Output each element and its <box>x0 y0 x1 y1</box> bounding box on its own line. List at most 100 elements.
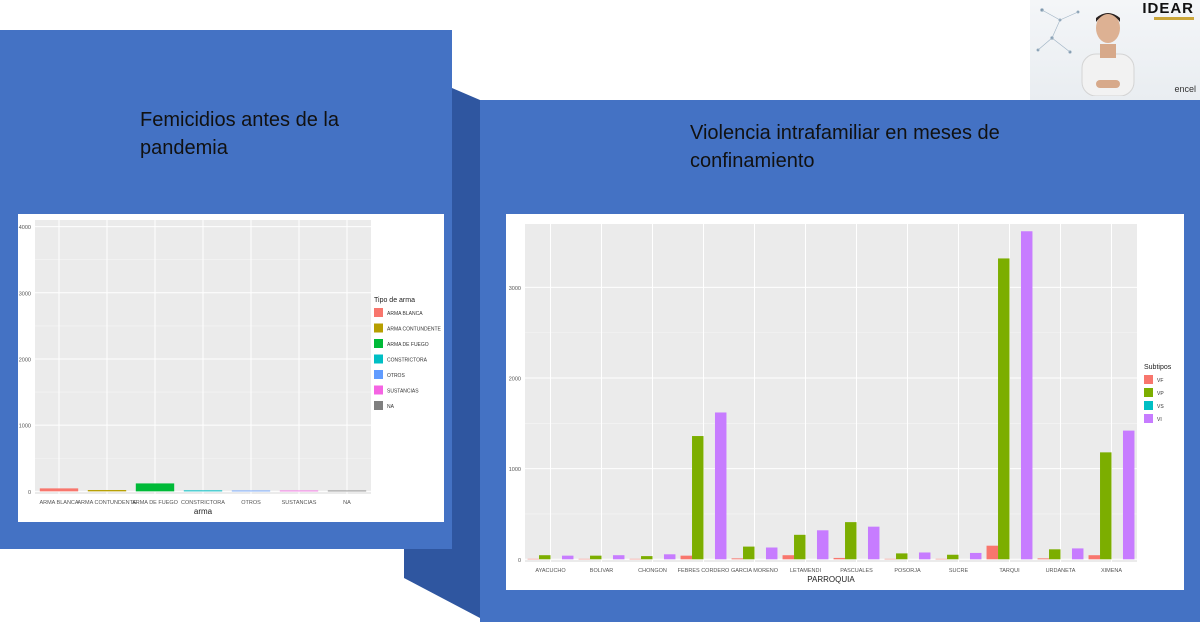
bar <box>87 490 127 492</box>
bar-vp <box>692 436 704 560</box>
bar-vi <box>867 526 880 560</box>
legend-key <box>374 370 383 379</box>
bar-vi <box>612 555 625 560</box>
x-tick-label: ARMA CONTUNDENTE <box>77 500 137 506</box>
legend-key <box>374 354 383 364</box>
legend-label: ARMA BLANCA <box>387 311 423 317</box>
y-tick-label: 0 <box>28 490 31 496</box>
webcam-overlay: IDEAR encel <box>1030 0 1200 100</box>
bar <box>183 490 223 492</box>
legend-key <box>374 323 383 333</box>
bar-vp <box>641 556 653 560</box>
legend-key <box>374 385 383 395</box>
bar <box>231 490 271 492</box>
x-tick-label: ARMA DE FUEGO <box>132 500 179 506</box>
y-tick-label: 4000 <box>19 225 31 231</box>
legend-key <box>1144 401 1153 410</box>
bar-vi <box>1071 548 1084 560</box>
x-tick-label: XIMENA <box>1101 568 1122 574</box>
bar-vf <box>731 558 744 560</box>
bar-vp <box>1049 549 1061 560</box>
bar-vf <box>986 545 999 560</box>
x-tick-label: CHONGON <box>638 568 667 574</box>
bar-vi <box>765 547 778 560</box>
bar-vp <box>1100 452 1112 560</box>
plot-panel <box>525 224 1137 562</box>
y-tick-label: 3000 <box>509 286 521 292</box>
logo-underline <box>1154 17 1194 20</box>
legend-label: NA <box>387 404 395 410</box>
legend-key <box>1144 388 1153 397</box>
legend-key <box>374 401 383 410</box>
legend-label: VI <box>1157 417 1162 423</box>
bar-vf <box>1037 558 1050 560</box>
legend-key <box>1144 414 1153 423</box>
x-tick-label: OTROS <box>241 500 261 506</box>
legend-title: Tipo de arma <box>374 297 415 304</box>
legend-label: VF <box>1157 378 1163 384</box>
bar-vp <box>743 546 755 560</box>
presenter-avatar <box>1081 13 1135 96</box>
bar-vp <box>998 258 1010 560</box>
chart-violencia: 0 1000 2000 3000 AYACUCHO BOLIVAR CHONGON FEBRE… <box>506 214 1184 590</box>
x-tick-label: SUCRE <box>949 568 969 574</box>
bar-vi <box>918 552 931 560</box>
y-tick-label: 2000 <box>19 357 31 363</box>
bar-vp <box>794 534 806 560</box>
bar <box>39 488 79 492</box>
x-tick-label: NA <box>343 500 351 506</box>
legend-label: ARMA DE FUEGO <box>387 342 429 348</box>
y-tick-label: 1000 <box>19 424 31 430</box>
y-tick-label: 1000 <box>509 467 521 473</box>
bar-vi <box>1020 231 1033 560</box>
bar-vp <box>947 554 959 560</box>
x-tick-label: SUSTANCIAS <box>282 500 317 506</box>
bar-vp <box>539 555 551 560</box>
idear-logo: IDEAR <box>1142 0 1194 17</box>
legend-title: Subtipos <box>1144 364 1172 371</box>
bar-vi <box>816 530 829 560</box>
legend-key <box>1144 375 1153 384</box>
legend-key <box>374 339 383 348</box>
x-tick-label: URDANETA <box>1046 568 1076 574</box>
x-axis-title: arma <box>194 507 213 516</box>
legend-key <box>374 308 383 317</box>
bar-vf <box>833 557 846 560</box>
legend-label: VS <box>1157 404 1164 410</box>
x-tick-label: CONSTRICTORA <box>181 500 225 506</box>
x-axis-title: PARROQUIA <box>807 575 855 584</box>
legend-label: OTROS <box>387 373 405 379</box>
bar-vf <box>1088 555 1101 560</box>
x-tick-label: AYACUCHO <box>535 568 566 574</box>
bar <box>327 490 367 492</box>
legend-label: VP <box>1157 391 1164 397</box>
y-tick-label: 2000 <box>509 377 521 383</box>
bar-vi <box>969 552 982 560</box>
bar <box>279 490 319 492</box>
legend-label: ARMA CONTUNDENTE <box>387 327 442 333</box>
slide-title-right: Violencia intrafamiliar en meses de conf… <box>690 122 1000 172</box>
bar-vi <box>714 412 727 560</box>
chart-violencia-svg: 0 1000 2000 3000 AYACUCHO BOLIVAR CHONGON FEBRE… <box>509 224 1172 584</box>
x-tick-label: TARQUI <box>999 568 1020 574</box>
watermark-text: encel <box>1174 84 1196 94</box>
bar-vi <box>561 555 574 560</box>
x-tick-label: FEBRES CORDERO <box>678 568 730 574</box>
bar-vf <box>680 555 693 560</box>
y-tick-label: 3000 <box>19 291 31 297</box>
slide-title-left: Femicidios antes de la pandemia <box>140 109 339 159</box>
bar-vf <box>782 555 795 560</box>
x-tick-label: LETAMENDI <box>790 568 822 574</box>
y-tick-label: 0 <box>518 558 521 564</box>
x-tick-label: BOLIVAR <box>590 568 613 574</box>
bar-vi <box>1122 430 1135 560</box>
x-tick-label: GARCIA MORENO <box>731 568 779 574</box>
x-tick-label: PASCUALES <box>840 568 873 574</box>
legend-label: SUSTANCIAS <box>387 389 419 395</box>
network-dots-graphic <box>1036 8 1080 54</box>
bar-vp <box>590 555 602 560</box>
legend-label: CONSTRICTORA <box>387 358 428 364</box>
x-tick-label: ARMA BLANCA <box>39 500 78 506</box>
